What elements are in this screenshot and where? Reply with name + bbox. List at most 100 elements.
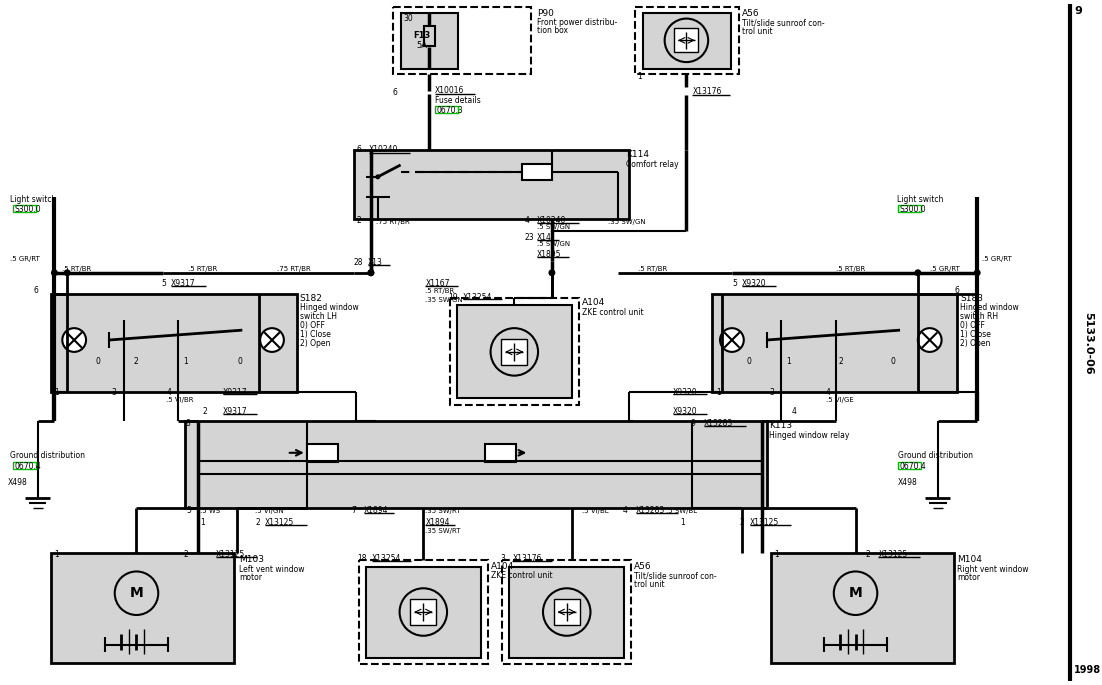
Text: 5: 5: [186, 506, 191, 515]
Bar: [185, 421, 767, 508]
Text: ZKE control unit: ZKE control unit: [582, 308, 644, 317]
Bar: [13, 462, 36, 469]
Bar: [509, 566, 624, 658]
Text: 7: 7: [352, 506, 356, 515]
Bar: [771, 553, 954, 664]
Text: .5 RT/BR: .5 RT/BR: [188, 266, 217, 272]
Text: Fuse details: Fuse details: [435, 96, 480, 105]
Text: Ground distribution: Ground distribution: [10, 451, 85, 460]
Bar: [503, 560, 631, 664]
Text: A104: A104: [582, 299, 605, 308]
Bar: [52, 294, 296, 393]
Text: Tilt/slide sunroof con-: Tilt/slide sunroof con-: [742, 18, 824, 27]
Text: Light switch: Light switch: [897, 195, 943, 203]
Bar: [501, 339, 528, 365]
Text: X10240: X10240: [369, 145, 398, 154]
Text: A104: A104: [490, 562, 514, 571]
Text: X13254: X13254: [371, 553, 401, 562]
Text: 6: 6: [954, 286, 960, 295]
Text: 28: 28: [353, 258, 363, 267]
Text: 0: 0: [747, 357, 752, 366]
Text: X1895: X1895: [537, 250, 562, 259]
Text: 4: 4: [825, 388, 831, 397]
Bar: [642, 12, 731, 69]
Text: 30: 30: [403, 14, 413, 23]
Text: S300.0: S300.0: [14, 205, 41, 214]
Bar: [354, 150, 629, 219]
Text: 0: 0: [96, 357, 100, 366]
Text: X1167: X1167: [425, 279, 450, 288]
Bar: [485, 444, 517, 462]
Circle shape: [376, 175, 380, 179]
Text: 1: 1: [716, 388, 721, 397]
Bar: [392, 7, 531, 74]
Text: X14: X14: [537, 233, 552, 242]
Text: X13176: X13176: [512, 553, 542, 562]
Text: 2: 2: [739, 518, 745, 527]
Text: Tilt/slide sunroof con-: Tilt/slide sunroof con-: [634, 571, 716, 580]
Text: .75 RT/BR: .75 RT/BR: [277, 266, 311, 272]
Text: X9317: X9317: [223, 408, 247, 416]
Bar: [13, 205, 36, 212]
Circle shape: [51, 269, 58, 276]
Text: Hinged window relay: Hinged window relay: [769, 431, 850, 440]
Text: .5 VI/GN: .5 VI/GN: [256, 508, 284, 514]
Text: M104: M104: [958, 555, 982, 564]
Text: switch RH: switch RH: [960, 312, 998, 321]
Text: X13283: X13283: [704, 419, 734, 428]
Text: 0: 0: [890, 357, 895, 366]
Text: 5133.0-06: 5133.0-06: [1083, 312, 1093, 374]
Text: 4: 4: [623, 506, 628, 515]
Bar: [400, 12, 458, 69]
Text: 2: 2: [865, 549, 871, 559]
Text: .35 SW/GN: .35 SW/GN: [608, 219, 646, 225]
Text: .5 GR/RT: .5 GR/RT: [10, 256, 40, 262]
Text: 1: 1: [637, 72, 641, 81]
Text: tion box: tion box: [537, 27, 568, 36]
Circle shape: [974, 269, 981, 276]
Circle shape: [665, 18, 709, 62]
Text: 5A: 5A: [417, 41, 428, 50]
Text: X498: X498: [898, 479, 918, 488]
Bar: [522, 164, 552, 179]
Bar: [898, 462, 921, 469]
Bar: [898, 205, 921, 212]
Text: X9317: X9317: [171, 279, 196, 288]
Circle shape: [64, 269, 71, 276]
Text: P90: P90: [537, 9, 554, 18]
Circle shape: [260, 328, 284, 352]
Text: 2: 2: [133, 357, 138, 366]
Text: 19: 19: [449, 292, 457, 301]
Text: 1: 1: [680, 518, 685, 527]
Text: X13176: X13176: [692, 87, 722, 96]
Text: 4: 4: [791, 408, 796, 416]
Text: X13283: X13283: [636, 506, 666, 515]
Text: Comfort relay: Comfort relay: [626, 160, 679, 169]
Bar: [457, 306, 572, 399]
Text: .5 RT/BR: .5 RT/BR: [425, 288, 454, 294]
Text: 2: 2: [184, 549, 188, 559]
Text: X9320: X9320: [742, 279, 766, 288]
Text: 2: 2: [839, 357, 843, 366]
Text: .35 SW/GN: .35 SW/GN: [425, 297, 463, 303]
Text: .5 WS: .5 WS: [199, 508, 220, 514]
Text: 3: 3: [500, 553, 506, 562]
Text: S300.0: S300.0: [899, 205, 926, 214]
Text: 1: 1: [787, 357, 791, 366]
Text: motor: motor: [958, 573, 981, 582]
Text: Left vent window: Left vent window: [239, 564, 305, 573]
Text: 2: 2: [356, 216, 360, 225]
Circle shape: [720, 328, 744, 352]
Text: .5 VI/GE: .5 VI/GE: [825, 397, 854, 403]
Text: motor: motor: [239, 573, 262, 582]
Text: 4: 4: [525, 216, 529, 225]
Text: S183: S183: [960, 294, 983, 303]
Text: 0670.4: 0670.4: [899, 462, 927, 471]
Text: 3: 3: [111, 388, 117, 397]
Circle shape: [543, 588, 591, 636]
Text: .75 RT/BR: .75 RT/BR: [376, 219, 410, 225]
Bar: [410, 599, 436, 625]
Text: X13125: X13125: [216, 549, 245, 559]
Text: Hinged window: Hinged window: [300, 303, 358, 312]
Text: X10240: X10240: [537, 216, 566, 225]
